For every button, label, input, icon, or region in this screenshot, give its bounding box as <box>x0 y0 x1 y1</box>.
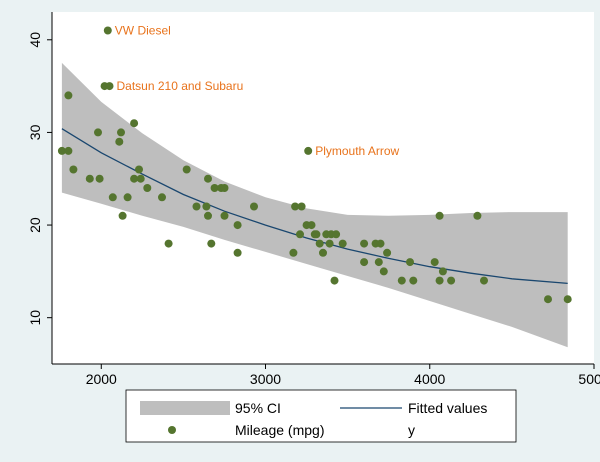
data-point <box>202 202 211 211</box>
data-point <box>182 165 191 174</box>
data-point <box>115 137 124 146</box>
points-layer <box>57 26 572 304</box>
data-point <box>315 239 324 248</box>
data-point <box>435 276 444 285</box>
data-point <box>204 174 212 183</box>
y-tick-label: 20 <box>27 217 43 233</box>
data-point <box>103 26 112 35</box>
data-point <box>123 193 132 202</box>
data-point <box>376 239 385 248</box>
data-point <box>563 295 572 304</box>
y-tick-label: 10 <box>27 310 43 326</box>
data-point <box>105 82 114 91</box>
x-ticks: 2000 3000 4000 5000 <box>86 364 600 387</box>
data-point <box>438 267 447 276</box>
x-tick-label: 5000 <box>578 371 600 387</box>
data-point <box>192 202 201 211</box>
data-point <box>164 239 173 248</box>
data-point <box>473 211 482 220</box>
data-point <box>379 267 388 276</box>
data-point <box>94 128 102 137</box>
x-tick-label: 3000 <box>250 371 281 387</box>
legend-y-label: y <box>408 422 415 438</box>
data-point <box>307 221 316 230</box>
data-point <box>291 202 300 211</box>
legend-fitted-label: Fitted values <box>408 400 487 416</box>
axes <box>51 12 594 365</box>
legend: 95% CI Fitted values Mileage (mpg) y <box>125 389 517 443</box>
data-point <box>319 248 327 257</box>
annotation-label: Datsun 210 and Subaru <box>117 79 244 93</box>
data-point <box>374 258 383 267</box>
data-point <box>204 211 212 220</box>
ci-band-layer <box>61 62 568 348</box>
data-point <box>143 184 152 192</box>
fitted-line-layer <box>61 128 568 285</box>
data-point <box>130 119 139 128</box>
data-point <box>136 174 145 183</box>
data-point <box>233 221 242 230</box>
x-tick-label: 2000 <box>86 371 117 387</box>
legend-points-label: Mileage (mpg) <box>235 422 324 438</box>
data-point <box>95 174 104 183</box>
data-point <box>430 258 439 267</box>
data-point <box>250 202 258 211</box>
legend-box <box>125 389 517 443</box>
legend-ci-label: 95% CI <box>235 400 281 416</box>
legend-ci-swatch <box>140 401 230 415</box>
x-tick-label: 4000 <box>414 371 445 387</box>
data-point <box>397 276 406 285</box>
data-point <box>69 165 78 174</box>
legend-points-swatch <box>168 426 176 434</box>
data-point <box>117 128 125 137</box>
data-point <box>409 276 418 285</box>
annotation-label: VW Diesel <box>115 24 171 38</box>
data-point <box>435 211 444 220</box>
data-point <box>383 248 392 257</box>
ci-band <box>61 62 568 348</box>
data-point <box>360 258 369 267</box>
data-point <box>64 91 73 100</box>
data-point <box>108 193 117 202</box>
data-point <box>57 146 66 155</box>
data-point <box>296 230 304 239</box>
data-point <box>135 165 143 174</box>
data-point <box>406 258 414 267</box>
data-point <box>289 248 298 257</box>
data-point <box>304 146 313 155</box>
data-point <box>330 276 339 285</box>
data-point <box>360 239 369 248</box>
data-point <box>85 174 94 183</box>
data-point <box>64 146 73 155</box>
data-point <box>210 184 219 192</box>
data-point <box>207 239 216 248</box>
y-tick-label: 40 <box>27 32 43 48</box>
fitted-line <box>61 128 568 285</box>
data-point <box>297 202 306 211</box>
data-point <box>332 230 341 239</box>
data-point <box>338 239 347 248</box>
y-tick-label: 30 <box>27 124 43 140</box>
annotation-label: Plymouth Arrow <box>315 144 399 158</box>
data-point <box>325 239 334 248</box>
data-point <box>233 248 242 257</box>
data-point <box>220 184 229 192</box>
data-point <box>480 276 488 285</box>
data-point <box>220 211 229 220</box>
y-ticks: 10 20 30 40 <box>27 32 52 326</box>
data-point <box>544 295 552 304</box>
data-point <box>312 230 321 239</box>
data-point <box>118 211 127 220</box>
data-point <box>130 174 139 183</box>
data-point <box>447 276 456 285</box>
annotations-layer: VW Diesel Datsun 210 and Subaru Plymouth A… <box>115 24 400 158</box>
data-point <box>158 193 166 202</box>
